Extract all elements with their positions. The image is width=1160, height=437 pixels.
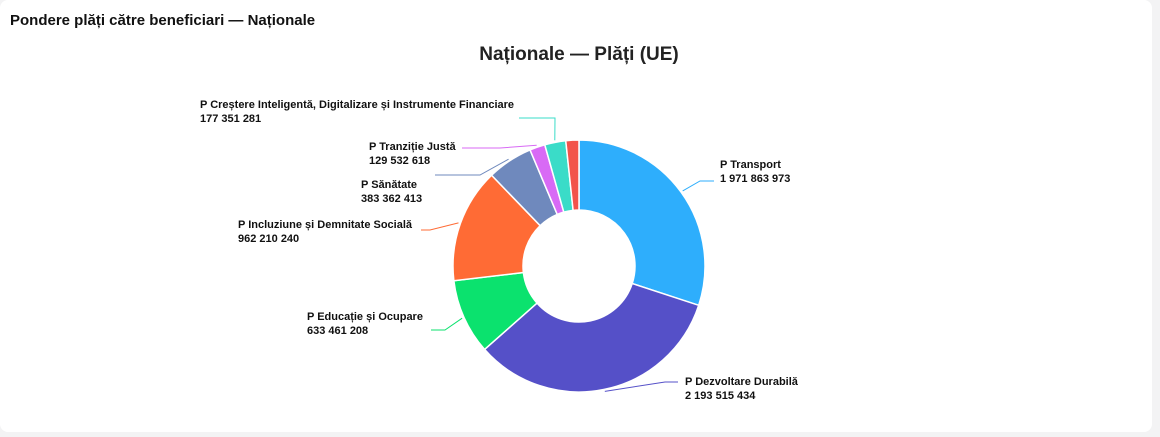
- slice-label: P Transport: [720, 159, 781, 171]
- card-title: Pondere plăți către beneficiari — Națion…: [10, 12, 316, 29]
- chart-title: Naționale — Plăți (UE): [479, 44, 679, 65]
- slice-value: 1 971 863 973: [720, 173, 790, 185]
- slice-value: 177 351 281: [200, 113, 261, 125]
- slice-label: P Tranziție Justă: [369, 141, 456, 153]
- slice-value: 962 210 240: [238, 233, 299, 245]
- leader-line: [682, 180, 714, 192]
- donut-slice: [578, 139, 706, 307]
- slice-value: 129 532 618: [369, 155, 430, 167]
- leader-line: [421, 222, 459, 231]
- donut-slice: [564, 139, 580, 212]
- slice-label: P Educație și Ocupare: [307, 311, 423, 323]
- donut-slice: [483, 282, 700, 393]
- leader-line: [431, 317, 463, 331]
- slice-label: P Incluziune și Demnitate Socială: [238, 219, 413, 231]
- leader-line: [519, 117, 556, 141]
- slice-value: 633 461 208: [307, 325, 368, 337]
- leader-line: [435, 158, 509, 176]
- slice-label: P Sănătate: [361, 179, 417, 191]
- slice-label: P Dezvoltare Durabilă: [685, 376, 799, 388]
- slice-value: 383 362 413: [361, 193, 422, 205]
- slice-value: 2 193 515 434: [685, 390, 756, 402]
- leader-line: [604, 381, 678, 392]
- slice-label: P Creștere Inteligentă, Digitalizare și …: [200, 99, 514, 111]
- leader-line: [462, 144, 537, 149]
